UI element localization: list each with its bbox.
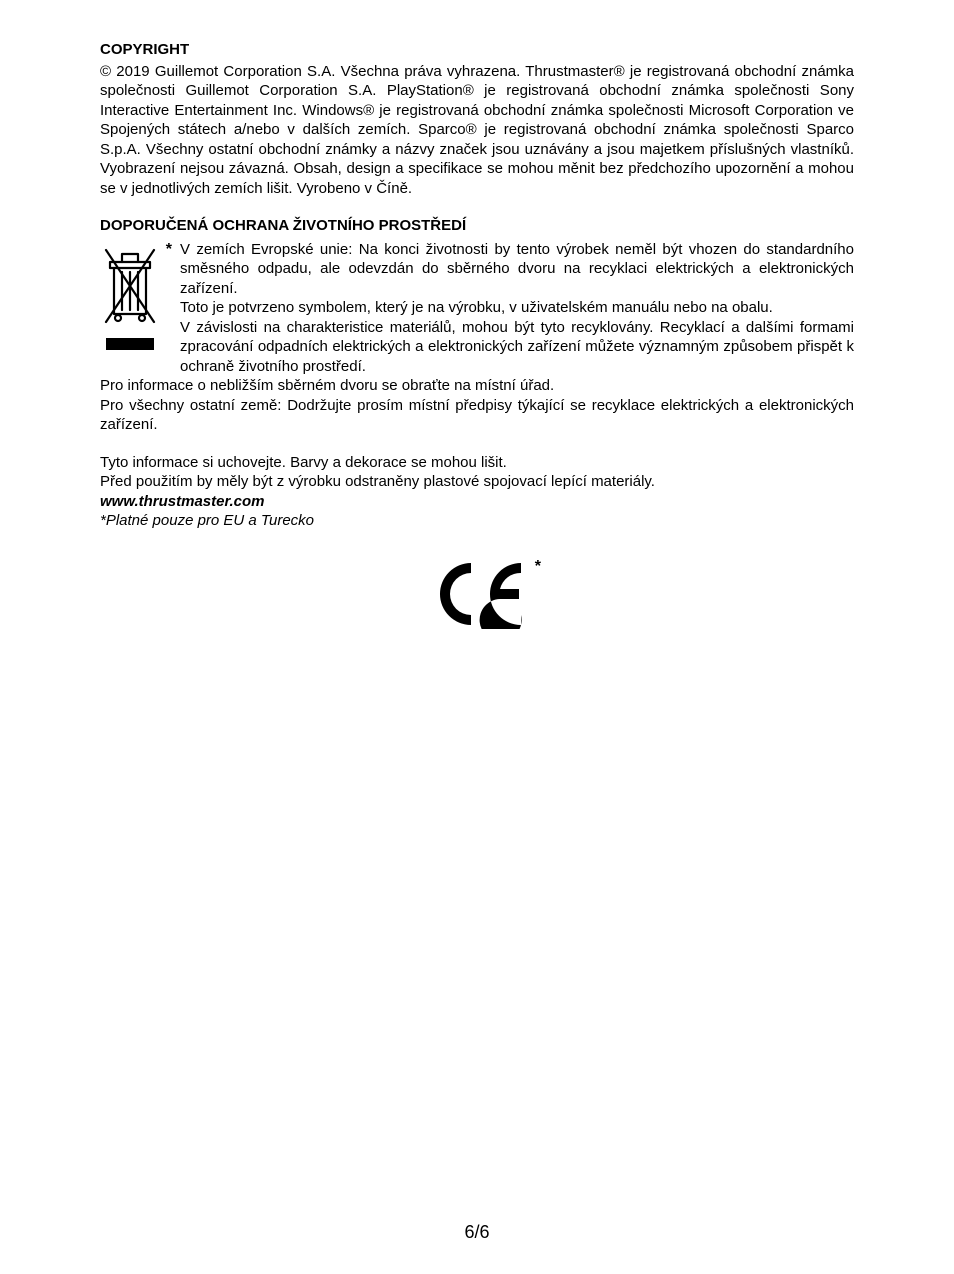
environment-p4: Pro informace o nebližším sběrném dvoru …	[100, 376, 854, 396]
keep-info-section: Tyto informace si uchovejte. Barvy a dek…	[100, 453, 854, 531]
ce-mark-wrap: *	[100, 559, 854, 635]
environment-p3: V závislosti na charakteristice materiál…	[180, 318, 854, 377]
weee-icon-wrap: *	[100, 240, 170, 366]
ce-mark: *	[427, 559, 527, 635]
eu-footnote: *Platné pouze pro EU a Turecko	[100, 511, 854, 531]
environment-p1: V zemích Evropské unie: Na konci životno…	[180, 240, 854, 299]
environment-block: *	[100, 240, 854, 377]
environment-heading: DOPORUČENÁ OCHRANA ŽIVOTNÍHO PROSTŘEDÍ	[100, 216, 854, 236]
weee-icon	[100, 240, 160, 360]
keep-line1: Tyto informace si uchovejte. Barvy a dek…	[100, 453, 854, 473]
copyright-heading: COPYRIGHT	[100, 40, 854, 60]
website-url: www.thrustmaster.com	[100, 492, 854, 512]
page-number: 6/6	[0, 1221, 954, 1244]
environment-section: DOPORUČENÁ OCHRANA ŽIVOTNÍHO PROSTŘEDÍ *	[100, 216, 854, 435]
ce-asterisk: *	[535, 557, 541, 578]
copyright-section: COPYRIGHT © 2019 Guillemot Corporation S…	[100, 40, 854, 198]
copyright-body: © 2019 Guillemot Corporation S.A. Všechn…	[100, 62, 854, 199]
environment-text-right: V zemích Evropské unie: Na konci životno…	[180, 240, 854, 377]
environment-p5: Pro všechny ostatní země: Dodržujte pros…	[100, 396, 854, 435]
environment-p2: Toto je potvrzeno symbolem, který je na …	[180, 298, 854, 318]
keep-line2: Před použitím by měly být z výrobku odst…	[100, 472, 854, 492]
ce-mark-icon	[427, 559, 527, 629]
weee-asterisk: *	[166, 240, 172, 261]
